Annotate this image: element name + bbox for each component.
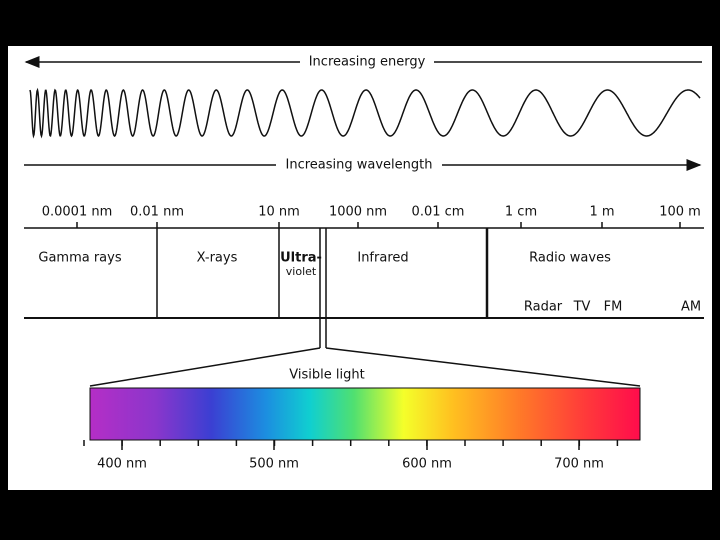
radio-use: AM [681, 300, 701, 315]
funnel [325, 347, 641, 387]
visible-tick-label: 700 nm [554, 457, 604, 472]
scale-label: 100 m [659, 205, 701, 220]
scale-label: 0.01 nm [130, 205, 184, 220]
scale-label: 0.01 cm [412, 205, 465, 220]
scale-label: 1 cm [505, 205, 537, 220]
visible-tick-label: 600 nm [402, 457, 452, 472]
radio-use: Radar [524, 300, 563, 315]
band-label: violet [286, 265, 317, 278]
wavelength-label: Increasing wavelength [286, 158, 433, 173]
scale-label: 10 nm [258, 205, 300, 220]
wave [29, 87, 701, 139]
band-label: X-rays [197, 251, 238, 266]
scale-labels: 0.0001 nm 0.01 nm 10 nm 1000 nm 0.01 cm 1 cm 1… [42, 205, 701, 228]
visible-ticks: 400 nm 500 nm 600 nm 700 nm [83, 440, 619, 472]
band-label: Ultra- [280, 251, 322, 266]
radio-use: TV [573, 300, 591, 315]
band-label: Infrared [357, 251, 408, 266]
funnel [89, 347, 321, 387]
radio-use: FM [604, 300, 623, 315]
scale-label: 0.0001 nm [42, 205, 113, 220]
band-label: Gamma rays [38, 251, 121, 266]
scale-label: 1 m [589, 205, 614, 220]
visible-label: Visible light [289, 368, 364, 383]
band-label: Radio waves [529, 251, 611, 266]
visible-tick-label: 400 nm [97, 457, 147, 472]
scale-label: 1000 nm [329, 205, 387, 220]
visible-spectrum [89, 387, 641, 441]
energy-label: Increasing energy [309, 55, 426, 70]
visible-tick-label: 500 nm [249, 457, 299, 472]
